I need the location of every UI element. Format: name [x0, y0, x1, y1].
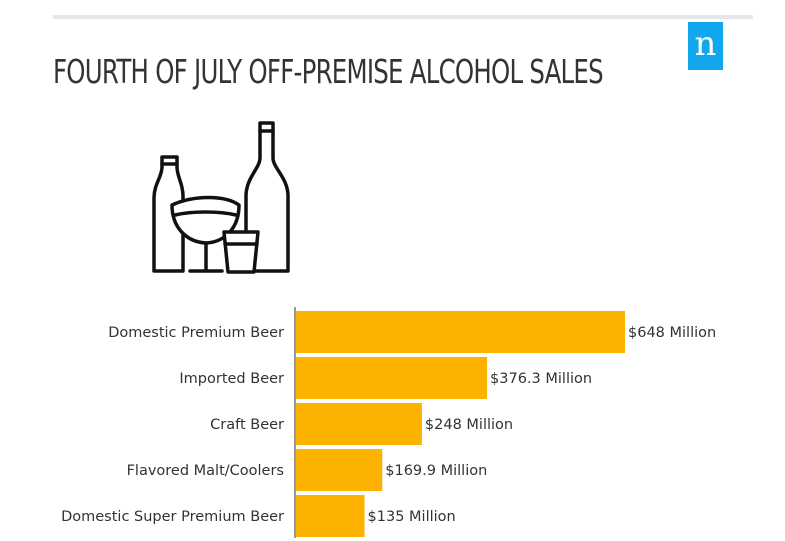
value-label-4: $135 Million	[368, 509, 456, 525]
brand-logo: n	[688, 22, 723, 70]
value-label-1: $376.3 Million	[490, 371, 592, 387]
beer-bottles-glass-icon	[152, 121, 290, 274]
category-label-0: Domestic Premium Beer	[108, 325, 284, 341]
category-label-2: Craft Beer	[210, 417, 284, 433]
bar-1	[296, 357, 488, 399]
bar-2	[296, 403, 422, 445]
bar-4	[296, 495, 365, 537]
category-label-4: Domestic Super Premium Beer	[61, 509, 284, 525]
category-label-1: Imported Beer	[179, 371, 284, 387]
page-title: FOURTH OF JULY OFF-PREMISE ALCOHOL SALES	[53, 52, 604, 91]
value-label-3: $169.9 Million	[385, 463, 487, 479]
category-label-3: Flavored Malt/Coolers	[127, 463, 284, 479]
bar-0	[296, 311, 625, 353]
value-label-2: $248 Million	[425, 417, 513, 433]
top-divider	[53, 15, 753, 19]
value-label-0: $648 Million	[628, 325, 716, 341]
bar-3	[296, 449, 383, 491]
